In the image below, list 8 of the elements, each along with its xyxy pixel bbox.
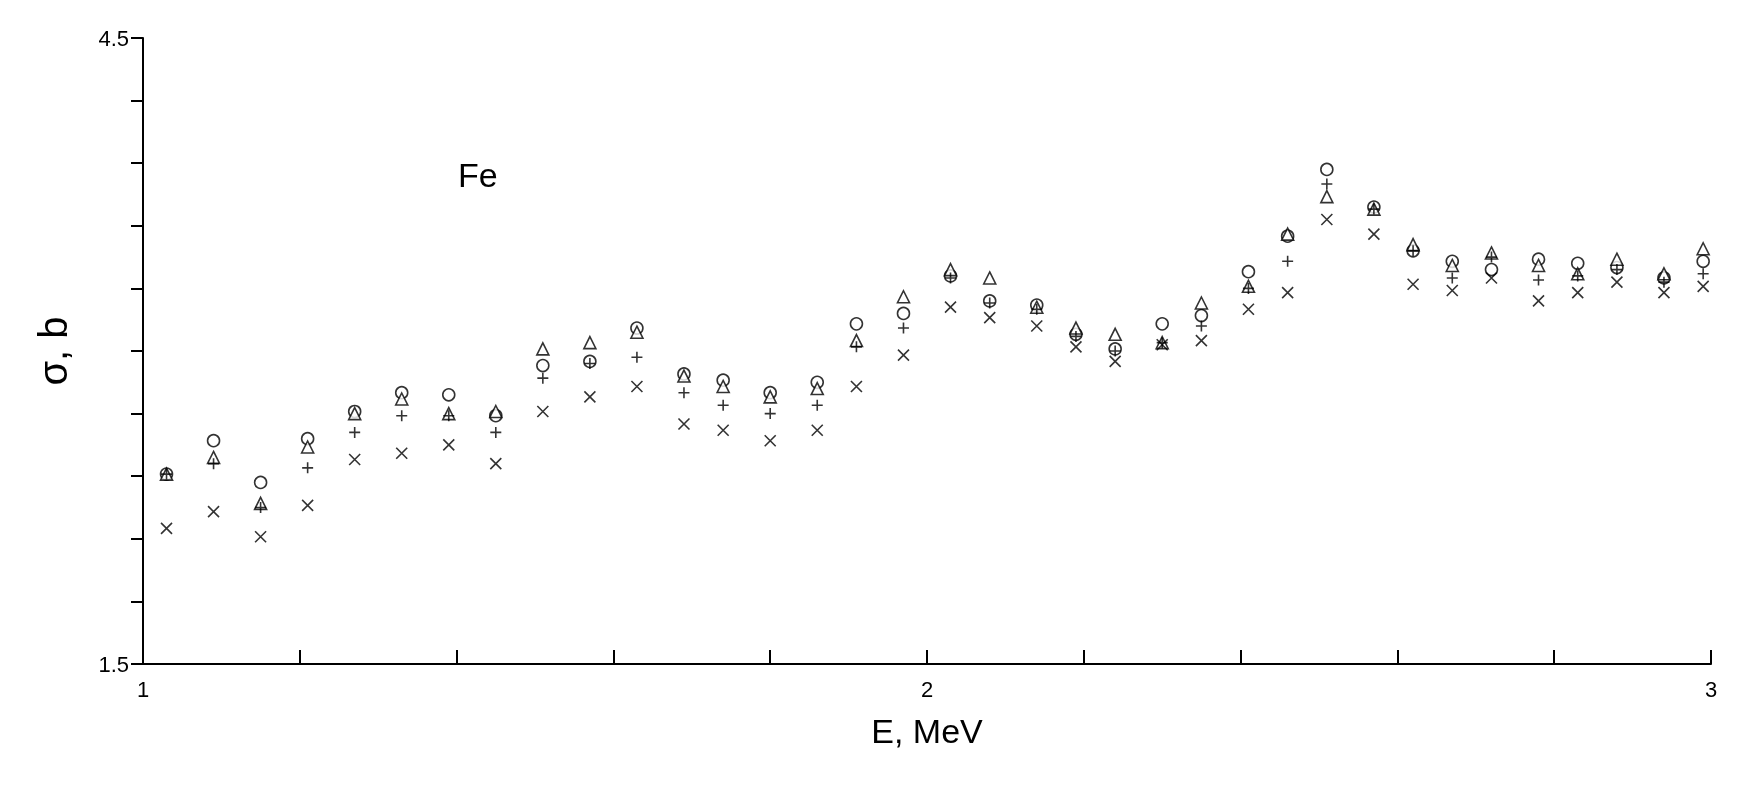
y-tick-label: 1.5	[98, 651, 129, 677]
x-axis-title: E, MeV	[871, 712, 984, 750]
y-axis-title: σ, b	[31, 316, 75, 386]
x-tick-label: 3	[1704, 676, 1718, 702]
x-tick-label: 1	[136, 676, 150, 702]
annotation: Fe	[458, 156, 498, 194]
y-tick-label: 4.5	[98, 25, 129, 51]
x-tick-label: 2	[920, 676, 934, 702]
